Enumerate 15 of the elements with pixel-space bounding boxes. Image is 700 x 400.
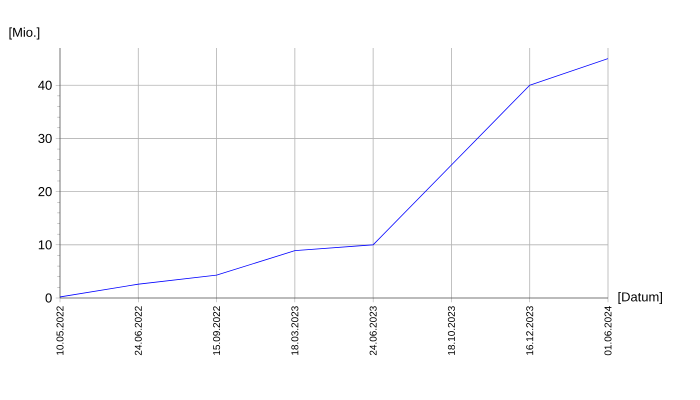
- x-tick-label: 18.03.2023: [291, 306, 298, 355]
- y-tick-label: 40: [38, 80, 52, 90]
- y-tick-label: 20: [38, 187, 52, 196]
- x-axis-title: [Datum]: [618, 292, 662, 304]
- x-tick-label: 15.09.2022: [213, 306, 220, 355]
- x-tick-label: 18.10.2023: [448, 306, 455, 355]
- y-tick-label: 30: [38, 134, 52, 144]
- y-axis-title: [Mio.]: [9, 27, 40, 40]
- x-tick-label: 24.06.2022: [134, 306, 142, 356]
- x-tick-label: 01.06.2024: [604, 306, 612, 356]
- y-tick-label: 0: [46, 293, 52, 303]
- x-tick-label: 16.12.2023: [526, 306, 534, 355]
- y-tick-label: 10: [38, 240, 52, 250]
- x-tick-label: 10.05.2022: [56, 306, 64, 355]
- x-tick-label: 24.06.2023: [370, 306, 377, 356]
